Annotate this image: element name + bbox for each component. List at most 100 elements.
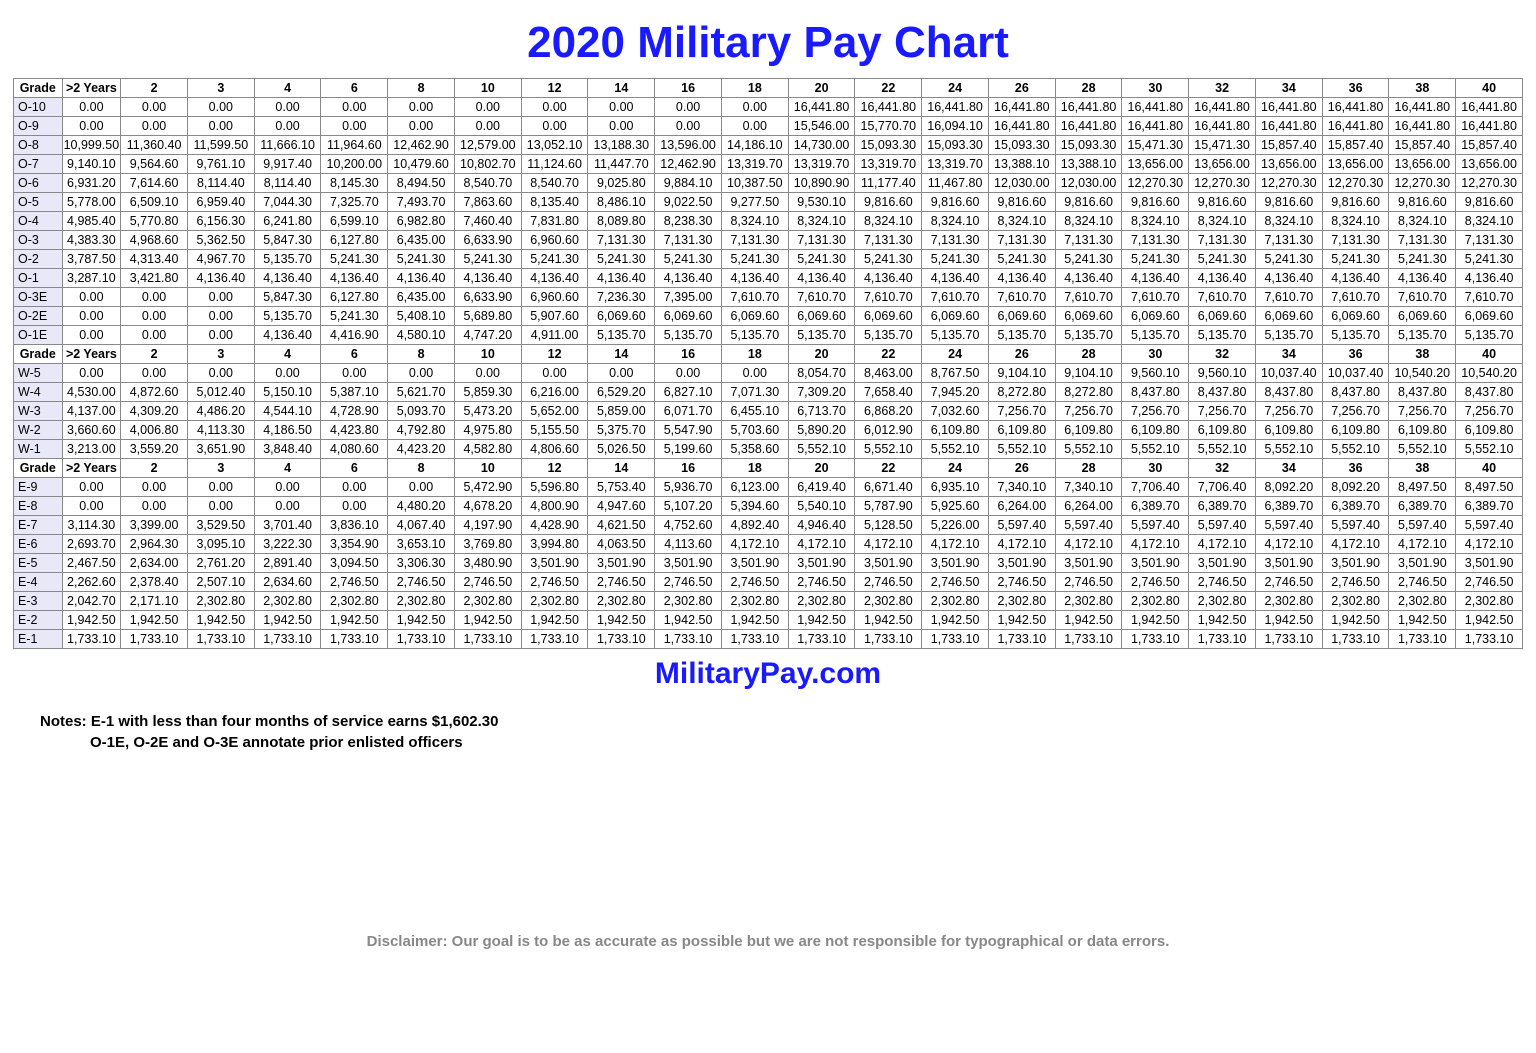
pay-cell: 5,847.30: [254, 288, 321, 307]
pay-cell: 0.00: [721, 98, 788, 117]
pay-cell: 7,340.10: [988, 478, 1055, 497]
column-header: 40: [1456, 459, 1523, 478]
pay-cell: 6,069.60: [1389, 307, 1456, 326]
pay-cell: 12,270.30: [1389, 174, 1456, 193]
pay-cell: 5,358.60: [721, 440, 788, 459]
pay-cell: 6,069.60: [988, 307, 1055, 326]
column-header: 30: [1122, 79, 1189, 98]
pay-cell: 13,656.00: [1456, 155, 1523, 174]
pay-cell: 4,172.10: [1322, 535, 1389, 554]
grade-cell: O-5: [14, 193, 63, 212]
pay-cell: 7,236.30: [588, 288, 655, 307]
pay-cell: 5,621.70: [388, 383, 455, 402]
pay-cell: 5,093.70: [388, 402, 455, 421]
pay-cell: 5,552.10: [1322, 440, 1389, 459]
pay-cell: 3,501.90: [1322, 554, 1389, 573]
pay-cell: 8,089.80: [588, 212, 655, 231]
pay-cell: 5,135.70: [788, 326, 855, 345]
pay-cell: 10,890.90: [788, 174, 855, 193]
column-header: 2: [121, 79, 188, 98]
pay-cell: 8,324.10: [1389, 212, 1456, 231]
pay-cell: 4,309.20: [121, 402, 188, 421]
pay-cell: 1,942.50: [321, 611, 388, 630]
table-row: O-34,383.304,968.605,362.505,847.306,127…: [14, 231, 1523, 250]
pay-cell: 0.00: [521, 98, 588, 117]
pay-cell: 10,037.40: [1255, 364, 1322, 383]
pay-cell: 5,241.30: [855, 250, 922, 269]
pay-cell: 6,109.80: [1322, 421, 1389, 440]
pay-cell: 6,109.80: [1055, 421, 1122, 440]
column-header: 20: [788, 345, 855, 364]
pay-cell: 4,416.90: [321, 326, 388, 345]
pay-cell: 6,713.70: [788, 402, 855, 421]
pay-cell: 16,441.80: [1255, 98, 1322, 117]
pay-cell: 0.00: [62, 478, 121, 497]
pay-cell: 4,136.40: [1322, 269, 1389, 288]
pay-cell: 3,222.30: [254, 535, 321, 554]
pay-cell: 13,319.70: [922, 155, 989, 174]
notes-block: Notes: E-1 with less than four months of…: [40, 711, 1536, 753]
pay-cell: 3,306.30: [388, 554, 455, 573]
pay-cell: 5,135.70: [1189, 326, 1256, 345]
pay-cell: 5,150.10: [254, 383, 321, 402]
column-header: 8: [388, 459, 455, 478]
column-header: 12: [521, 79, 588, 98]
table-row: E-32,042.702,171.102,302.802,302.802,302…: [14, 592, 1523, 611]
pay-cell: 6,435.00: [388, 231, 455, 250]
pay-cell: 14,730.00: [788, 136, 855, 155]
pay-cell: 5,241.30: [1055, 250, 1122, 269]
pay-cell: 7,256.70: [988, 402, 1055, 421]
pay-cell: 3,501.90: [1389, 554, 1456, 573]
pay-cell: 5,199.60: [655, 440, 722, 459]
pay-cell: 4,172.10: [788, 535, 855, 554]
pay-cell: 5,241.30: [388, 250, 455, 269]
pay-cell: 5,241.30: [588, 250, 655, 269]
pay-cell: 2,467.50: [62, 554, 121, 573]
pay-cell: 6,156.30: [187, 212, 254, 231]
pay-cell: 1,942.50: [1389, 611, 1456, 630]
pay-cell: 5,135.70: [588, 326, 655, 345]
table-row: O-13,287.103,421.804,136.404,136.404,136…: [14, 269, 1523, 288]
column-header: 36: [1322, 345, 1389, 364]
pay-cell: 6,127.80: [321, 288, 388, 307]
pay-cell: 0.00: [321, 364, 388, 383]
pay-cell: 5,703.60: [721, 421, 788, 440]
pay-cell: 7,256.70: [1189, 402, 1256, 421]
table-row: O-2E0.000.000.005,135.705,241.305,408.10…: [14, 307, 1523, 326]
column-header: 18: [721, 459, 788, 478]
pay-cell: 7,044.30: [254, 193, 321, 212]
pay-cell: 4,678.20: [454, 497, 521, 516]
pay-cell: 0.00: [121, 497, 188, 516]
pay-cell: 4,136.40: [1122, 269, 1189, 288]
column-header: 28: [1055, 79, 1122, 98]
pay-cell: 3,848.40: [254, 440, 321, 459]
pay-cell: 10,387.50: [721, 174, 788, 193]
pay-cell: 2,302.80: [321, 592, 388, 611]
pay-cell: 3,501.90: [1189, 554, 1256, 573]
pay-cell: 0.00: [254, 98, 321, 117]
pay-cell: 7,131.30: [721, 231, 788, 250]
pay-cell: 5,859.00: [588, 402, 655, 421]
pay-cell: 15,857.40: [1389, 136, 1456, 155]
pay-cell: 3,501.90: [988, 554, 1055, 573]
pay-cell: 5,753.40: [588, 478, 655, 497]
pay-cell: 11,599.50: [187, 136, 254, 155]
pay-cell: 5,552.10: [1055, 440, 1122, 459]
pay-cell: 0.00: [187, 497, 254, 516]
pay-cell: 6,419.40: [788, 478, 855, 497]
pay-cell: 16,441.80: [1189, 98, 1256, 117]
pay-cell: 6,529.20: [588, 383, 655, 402]
pay-cell: 1,942.50: [1122, 611, 1189, 630]
pay-cell: 7,610.70: [1122, 288, 1189, 307]
pay-cell: 7,032.60: [922, 402, 989, 421]
grade-cell: O-8: [14, 136, 63, 155]
pay-cell: 8,324.10: [1055, 212, 1122, 231]
pay-cell: 4,136.40: [1389, 269, 1456, 288]
pay-cell: 7,131.30: [1389, 231, 1456, 250]
pay-cell: 16,441.80: [1055, 117, 1122, 136]
pay-cell: 0.00: [454, 117, 521, 136]
column-header: 22: [855, 79, 922, 98]
pay-cell: 10,802.70: [454, 155, 521, 174]
column-header: 32: [1189, 79, 1256, 98]
pay-cell: 6,069.60: [922, 307, 989, 326]
